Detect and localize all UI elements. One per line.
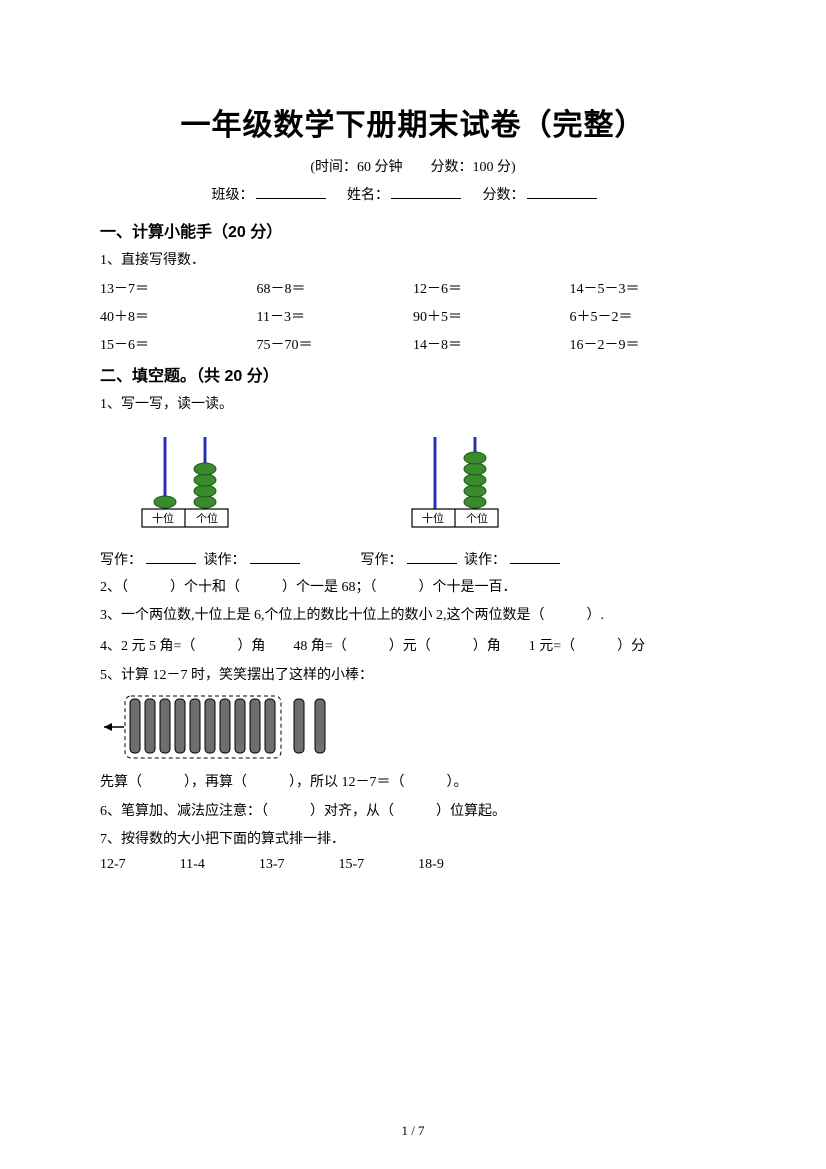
calc-cell: 11－3＝	[257, 306, 414, 326]
calc-cell: 15－6＝	[100, 334, 257, 354]
calc-cell: 12－6＝	[413, 278, 570, 298]
time-score-line: (时间：60 分钟 分数：100 分)	[100, 156, 726, 176]
calc-cell: 90＋5＝	[413, 306, 570, 326]
calc-cell: 13－7＝	[100, 278, 257, 298]
svg-text:个位: 个位	[196, 511, 218, 525]
sort-item: 12-7	[100, 857, 126, 873]
q2-5b: 先算（ ），再算（ ），所以 12－7＝（ ）。	[100, 772, 726, 794]
blank[interactable]	[510, 549, 560, 564]
sticks-figure	[100, 693, 726, 766]
svg-text:个位: 个位	[466, 511, 488, 525]
sticks-icon	[100, 693, 380, 761]
abacus-right-icon: 十位 个位	[400, 431, 510, 531]
abacus-left-icon: 十位 个位	[130, 431, 240, 531]
info-line: 班级： 姓名： 分数：	[100, 184, 726, 204]
name-blank[interactable]	[391, 184, 461, 199]
page-number: 1 / 7	[0, 1123, 826, 1139]
write-label: 写作：	[100, 553, 142, 568]
sort-item: 13-7	[259, 857, 285, 873]
q2-5: 5、计算 12－7 时，笑笑摆出了这样的小棒：	[100, 665, 726, 687]
exam-page: 一年级数学下册期末试卷（完整） (时间：60 分钟 分数：100 分) 班级： …	[0, 0, 826, 1169]
score-blank[interactable]	[527, 184, 597, 199]
write-read-row: 写作： 读作： 写作： 读作：	[100, 549, 726, 569]
class-blank[interactable]	[256, 184, 326, 199]
blank[interactable]	[146, 549, 196, 564]
q2-2: 2、（ ）个十和（ ）个一是 68；（ ）个十是一百．	[100, 577, 726, 599]
q2-4: 4、2 元 5 角=（ ）角 48 角=（ ）元（ ）角 1 元=（ ）分	[100, 634, 726, 659]
blank[interactable]	[250, 549, 300, 564]
q2-7: 7、按得数的大小把下面的算式排一排．	[100, 829, 726, 851]
q1-1-label: 1、直接写得数．	[100, 250, 726, 272]
calc-cell: 6＋5－2＝	[570, 306, 727, 326]
svg-text:十位: 十位	[152, 511, 174, 525]
page-title: 一年级数学下册期末试卷（完整）	[100, 100, 726, 144]
section-1-heading: 一、计算小能手（20 分）	[100, 218, 726, 242]
calc-cell: 68－8＝	[257, 278, 414, 298]
calc-cell: 75－70＝	[257, 334, 414, 354]
name-label: 姓名：	[347, 188, 389, 203]
q2-6: 6、笔算加、减法应注意：（ ）对齐，从（ ）位算起。	[100, 801, 726, 823]
calc-cell: 14－5－3＝	[570, 278, 727, 298]
calc-grid: 13－7＝ 68－8＝ 12－6＝ 14－5－3＝ 40＋8＝ 11－3＝ 90…	[100, 278, 726, 354]
calc-cell: 16－2－9＝	[570, 334, 727, 354]
section-2-heading: 二、填空题。（共 20 分）	[100, 362, 726, 386]
sort-item: 11-4	[180, 857, 205, 873]
write-label-2: 写作：	[361, 553, 403, 568]
score-label: 分数：	[483, 188, 525, 203]
read-label: 读作：	[204, 553, 246, 568]
read-label-2: 读作：	[464, 553, 506, 568]
abacus-row: 十位 个位 十位 个位	[130, 431, 726, 531]
q2-3: 3、一个两位数,十位上是 6,个位上的数比十位上的数小 2,这个两位数是（ ）.	[100, 605, 726, 627]
calc-cell: 40＋8＝	[100, 306, 257, 326]
class-label: 班级：	[212, 188, 254, 203]
blank[interactable]	[407, 549, 457, 564]
calc-cell: 14－8＝	[413, 334, 570, 354]
sort-item: 15-7	[339, 857, 365, 873]
q2-1-label: 1、写一写，读一读。	[100, 394, 726, 416]
sort-item: 18-9	[418, 857, 444, 873]
sort-row: 12-7 11-4 13-7 15-7 18-9	[100, 857, 726, 873]
svg-text:十位: 十位	[422, 511, 444, 525]
